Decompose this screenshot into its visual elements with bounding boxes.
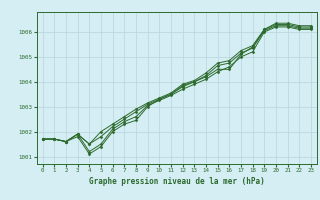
X-axis label: Graphe pression niveau de la mer (hPa): Graphe pression niveau de la mer (hPa): [89, 177, 265, 186]
